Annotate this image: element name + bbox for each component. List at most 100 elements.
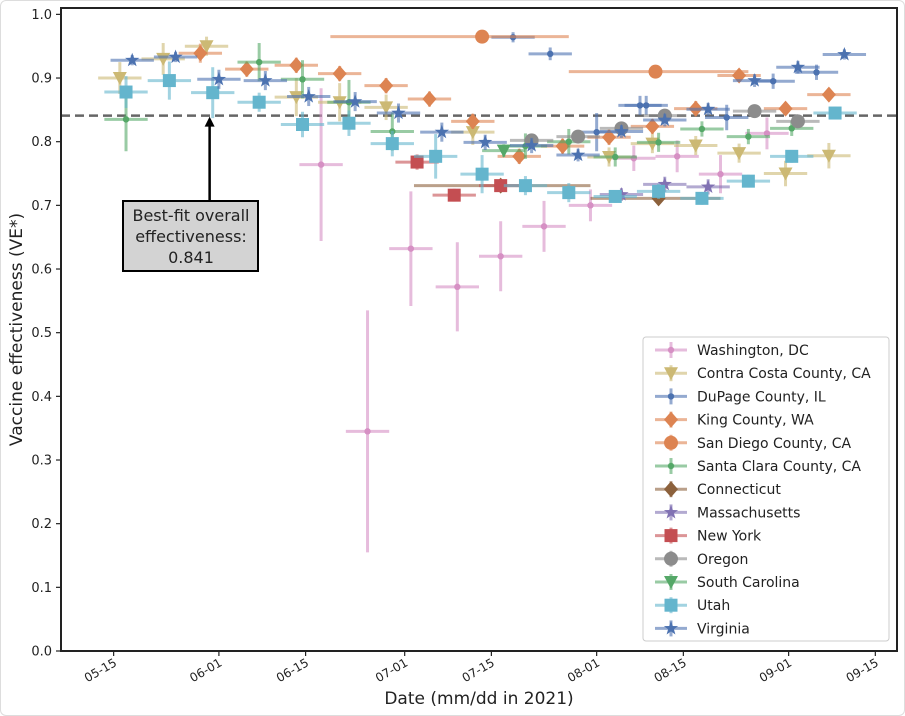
data-point <box>723 114 730 121</box>
data-point <box>837 47 852 61</box>
legend-marker <box>663 504 679 519</box>
data-point <box>701 101 716 116</box>
legend-item: San Diego County, CA <box>655 434 852 452</box>
legend-label: San Diego County, CA <box>697 436 852 452</box>
data-point <box>168 49 183 64</box>
data-point <box>570 147 586 162</box>
data-point <box>652 184 666 198</box>
data-point <box>162 74 176 88</box>
data-point <box>688 139 703 153</box>
legend-marker <box>664 576 678 589</box>
data-point <box>547 50 554 58</box>
data-point <box>206 86 220 100</box>
y-tick-label: 0.5 <box>31 326 52 341</box>
data-point <box>673 153 681 160</box>
legend-item: Santa Clara County, CA <box>655 458 861 475</box>
legend-marker <box>664 367 678 381</box>
legend-marker <box>664 529 678 543</box>
data-point <box>410 155 424 169</box>
legend-box <box>642 336 890 642</box>
data-point <box>562 186 576 200</box>
data-point <box>239 61 254 78</box>
legend-label: Virginia <box>697 621 750 637</box>
data-point <box>741 174 755 188</box>
data-point <box>454 283 461 291</box>
legend-item: King County, WA <box>655 411 814 429</box>
data-point <box>429 149 443 163</box>
data-point <box>258 73 273 87</box>
y-tick-label: 0.2 <box>31 517 52 532</box>
legend-marker <box>667 462 675 470</box>
legend-label: New York <box>697 529 762 545</box>
data-point <box>695 191 709 205</box>
y-tick-label: 0.1 <box>31 581 52 596</box>
annotation-arrowhead <box>204 116 215 127</box>
x-tick-label: 07-15 <box>460 655 497 685</box>
legend-item: Washington, DC <box>655 342 809 359</box>
data-point <box>571 129 586 144</box>
data-point <box>112 72 127 86</box>
data-point <box>785 149 799 163</box>
series-king-county-wa <box>178 43 851 165</box>
data-point <box>296 118 310 132</box>
series-new-york <box>395 154 523 202</box>
data-point <box>211 71 226 86</box>
data-point <box>763 130 771 137</box>
legend-marker <box>663 620 679 635</box>
data-point <box>465 113 480 130</box>
legend-label: Connecticut <box>697 482 781 498</box>
legend-marker <box>664 411 678 428</box>
y-tick-label: 0.9 <box>31 72 52 87</box>
data-point <box>255 58 263 66</box>
data-point <box>593 128 600 136</box>
series-south-carolina <box>482 144 526 158</box>
x-tick-label: 06-01 <box>187 655 224 685</box>
legend-item: Virginia <box>655 620 750 637</box>
data-point <box>524 138 539 152</box>
data-point <box>475 167 489 181</box>
y-tick-label: 0.3 <box>31 454 52 469</box>
series-washington-dc <box>299 88 789 553</box>
data-point <box>813 69 820 76</box>
x-tick-label: 08-01 <box>565 655 602 685</box>
data-point <box>821 149 836 163</box>
legend-label: Washington, DC <box>697 343 809 359</box>
plot-area <box>60 7 898 652</box>
legend-label: Massachusetts <box>697 505 800 521</box>
data-point <box>698 125 706 133</box>
legend-marker <box>664 551 678 566</box>
legend-item: Connecticut <box>655 481 781 498</box>
data-point <box>614 124 629 138</box>
x-axis-label: Date (mm/dd in 2021) <box>384 689 573 709</box>
annotation-text: 0.841 <box>168 248 214 267</box>
data-point <box>643 102 650 109</box>
legend-marker <box>664 598 678 612</box>
data-point <box>407 245 415 252</box>
x-tick-label: 09-01 <box>757 655 794 685</box>
series-utah <box>104 61 857 205</box>
legend-marker <box>664 435 678 450</box>
legend: Washington, DC Contra Costa County, CA DuP… <box>642 336 890 642</box>
data-point <box>648 64 663 79</box>
data-point <box>587 202 594 209</box>
data-point <box>465 126 480 140</box>
legend-item: DuPage County, IL <box>655 388 826 405</box>
data-point <box>778 167 793 181</box>
annotation-box <box>122 200 259 272</box>
legend-item: South Carolina <box>655 574 800 591</box>
data-point <box>199 40 214 54</box>
data-point <box>657 112 672 127</box>
data-point <box>422 91 437 108</box>
data-point <box>828 106 842 120</box>
data-point <box>497 253 504 260</box>
data-point <box>434 124 449 139</box>
data-point <box>447 188 461 202</box>
y-tick-label: 0.8 <box>31 135 52 150</box>
data-point <box>612 153 619 161</box>
data-point <box>788 125 795 132</box>
x-tick-label: 08-15 <box>652 655 689 685</box>
y-axis-label: Vaccine effectiveness (VE*) <box>7 213 27 446</box>
data-point <box>745 133 752 140</box>
data-point <box>475 29 490 44</box>
